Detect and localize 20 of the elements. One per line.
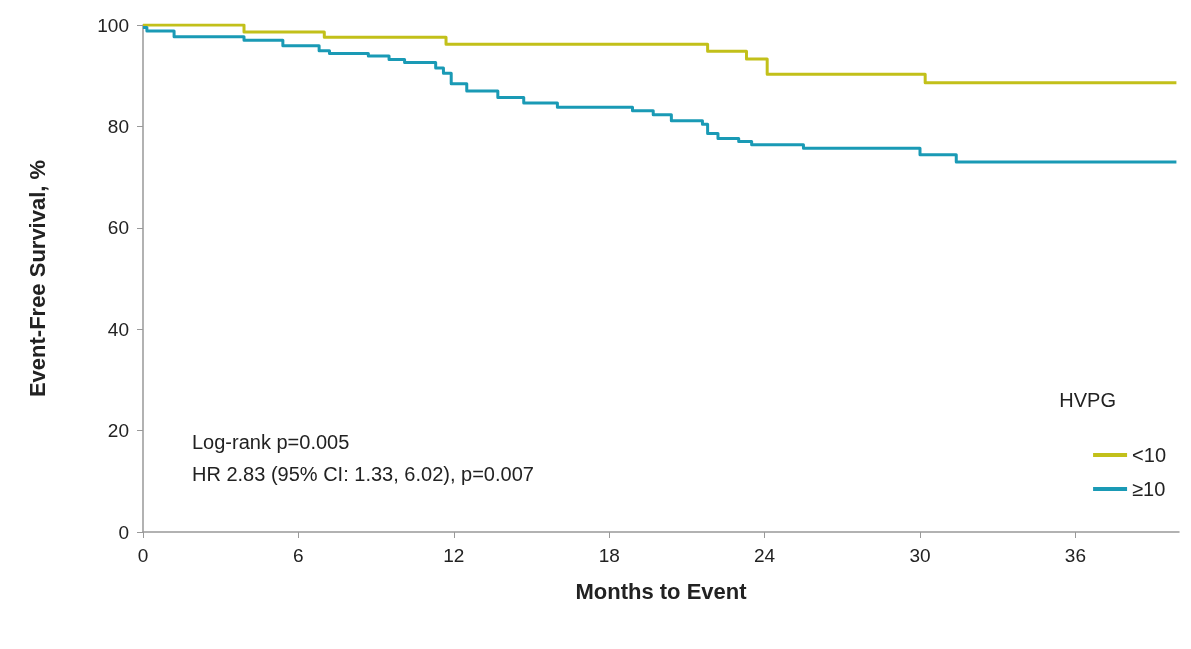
x-tick-label: 36 (1064, 545, 1086, 566)
y-axis-title: Event-Free Survival, % (24, 159, 50, 398)
y-tick-label: 80 (107, 115, 129, 137)
y-tick-label: 40 (107, 318, 129, 340)
y-tick-label: 0 (118, 521, 129, 543)
legend-label: <10 (1132, 444, 1167, 466)
annotation: HR 2.83 (95% CI: 1.33, 6.02), p=0.007 (192, 463, 534, 485)
x-tick-label: 12 (443, 545, 465, 566)
y-tick-label: 100 (97, 14, 129, 36)
x-tick-label: 6 (293, 545, 304, 566)
x-tick-label: 18 (598, 545, 620, 566)
x-tick-label: 0 (137, 545, 149, 566)
legend-label: ≥10 (1132, 478, 1166, 500)
legend-title: HVPG (1059, 389, 1117, 411)
y-tick-label: 60 (107, 217, 129, 239)
annotation: Log-rank p=0.005 (192, 431, 350, 453)
x-tick-label: 30 (909, 545, 931, 566)
x-axis-title: Months to Event (575, 578, 748, 604)
y-tick-label: 20 (107, 420, 129, 442)
x-tick-label: 24 (754, 545, 776, 566)
